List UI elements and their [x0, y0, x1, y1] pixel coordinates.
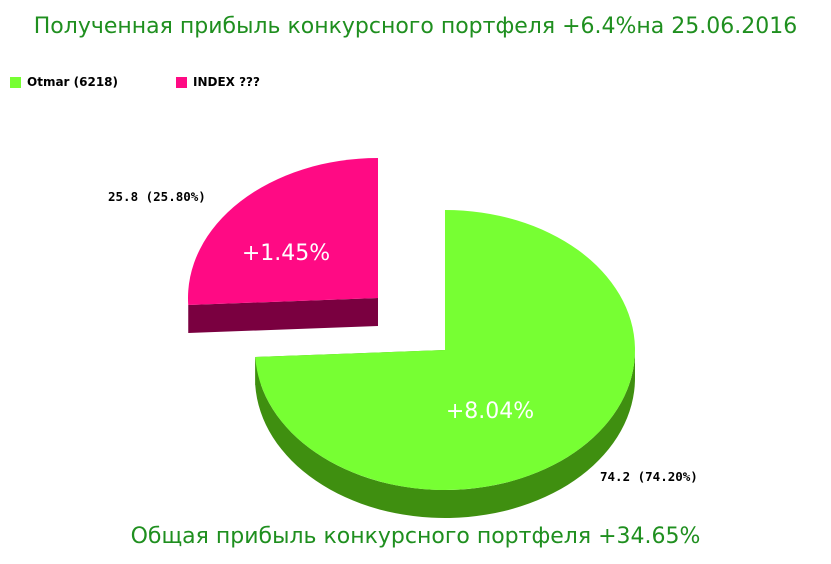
- slice-index: [188, 158, 378, 334]
- slice-index-side: [188, 298, 378, 334]
- legend-item-index: INDEX ???: [176, 75, 260, 89]
- legend-label-index: INDEX ???: [193, 75, 260, 89]
- legend-swatch-otmar: [10, 76, 21, 88]
- chart-subtitle: Общая прибыль конкурсного портфеля +34.6…: [130, 524, 701, 549]
- legend-item-otmar: Otmar (6218): [10, 75, 118, 89]
- slice-otmar-top: [255, 210, 635, 490]
- slice-otmar-value: +8.04%: [446, 399, 534, 424]
- slice-index-value: +1.45%: [242, 241, 330, 266]
- legend-swatch-index: [176, 76, 187, 88]
- slice-index-top: [188, 158, 378, 306]
- slice-otmar: [255, 210, 635, 519]
- data-label-otmar: 74.2 (74.20%): [600, 469, 698, 484]
- slice-otmar-side: [255, 350, 635, 519]
- data-label-index: 25.8 (25.80%): [108, 189, 206, 204]
- chart-title: Полученная прибыль конкурсного портфеля …: [33, 14, 798, 39]
- legend-label-otmar: Otmar (6218): [27, 75, 119, 89]
